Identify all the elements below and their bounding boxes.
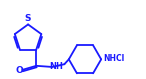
Text: NH: NH [49,62,63,71]
Text: NHCl: NHCl [103,54,124,63]
Text: O: O [15,66,23,75]
Text: S: S [25,14,31,23]
